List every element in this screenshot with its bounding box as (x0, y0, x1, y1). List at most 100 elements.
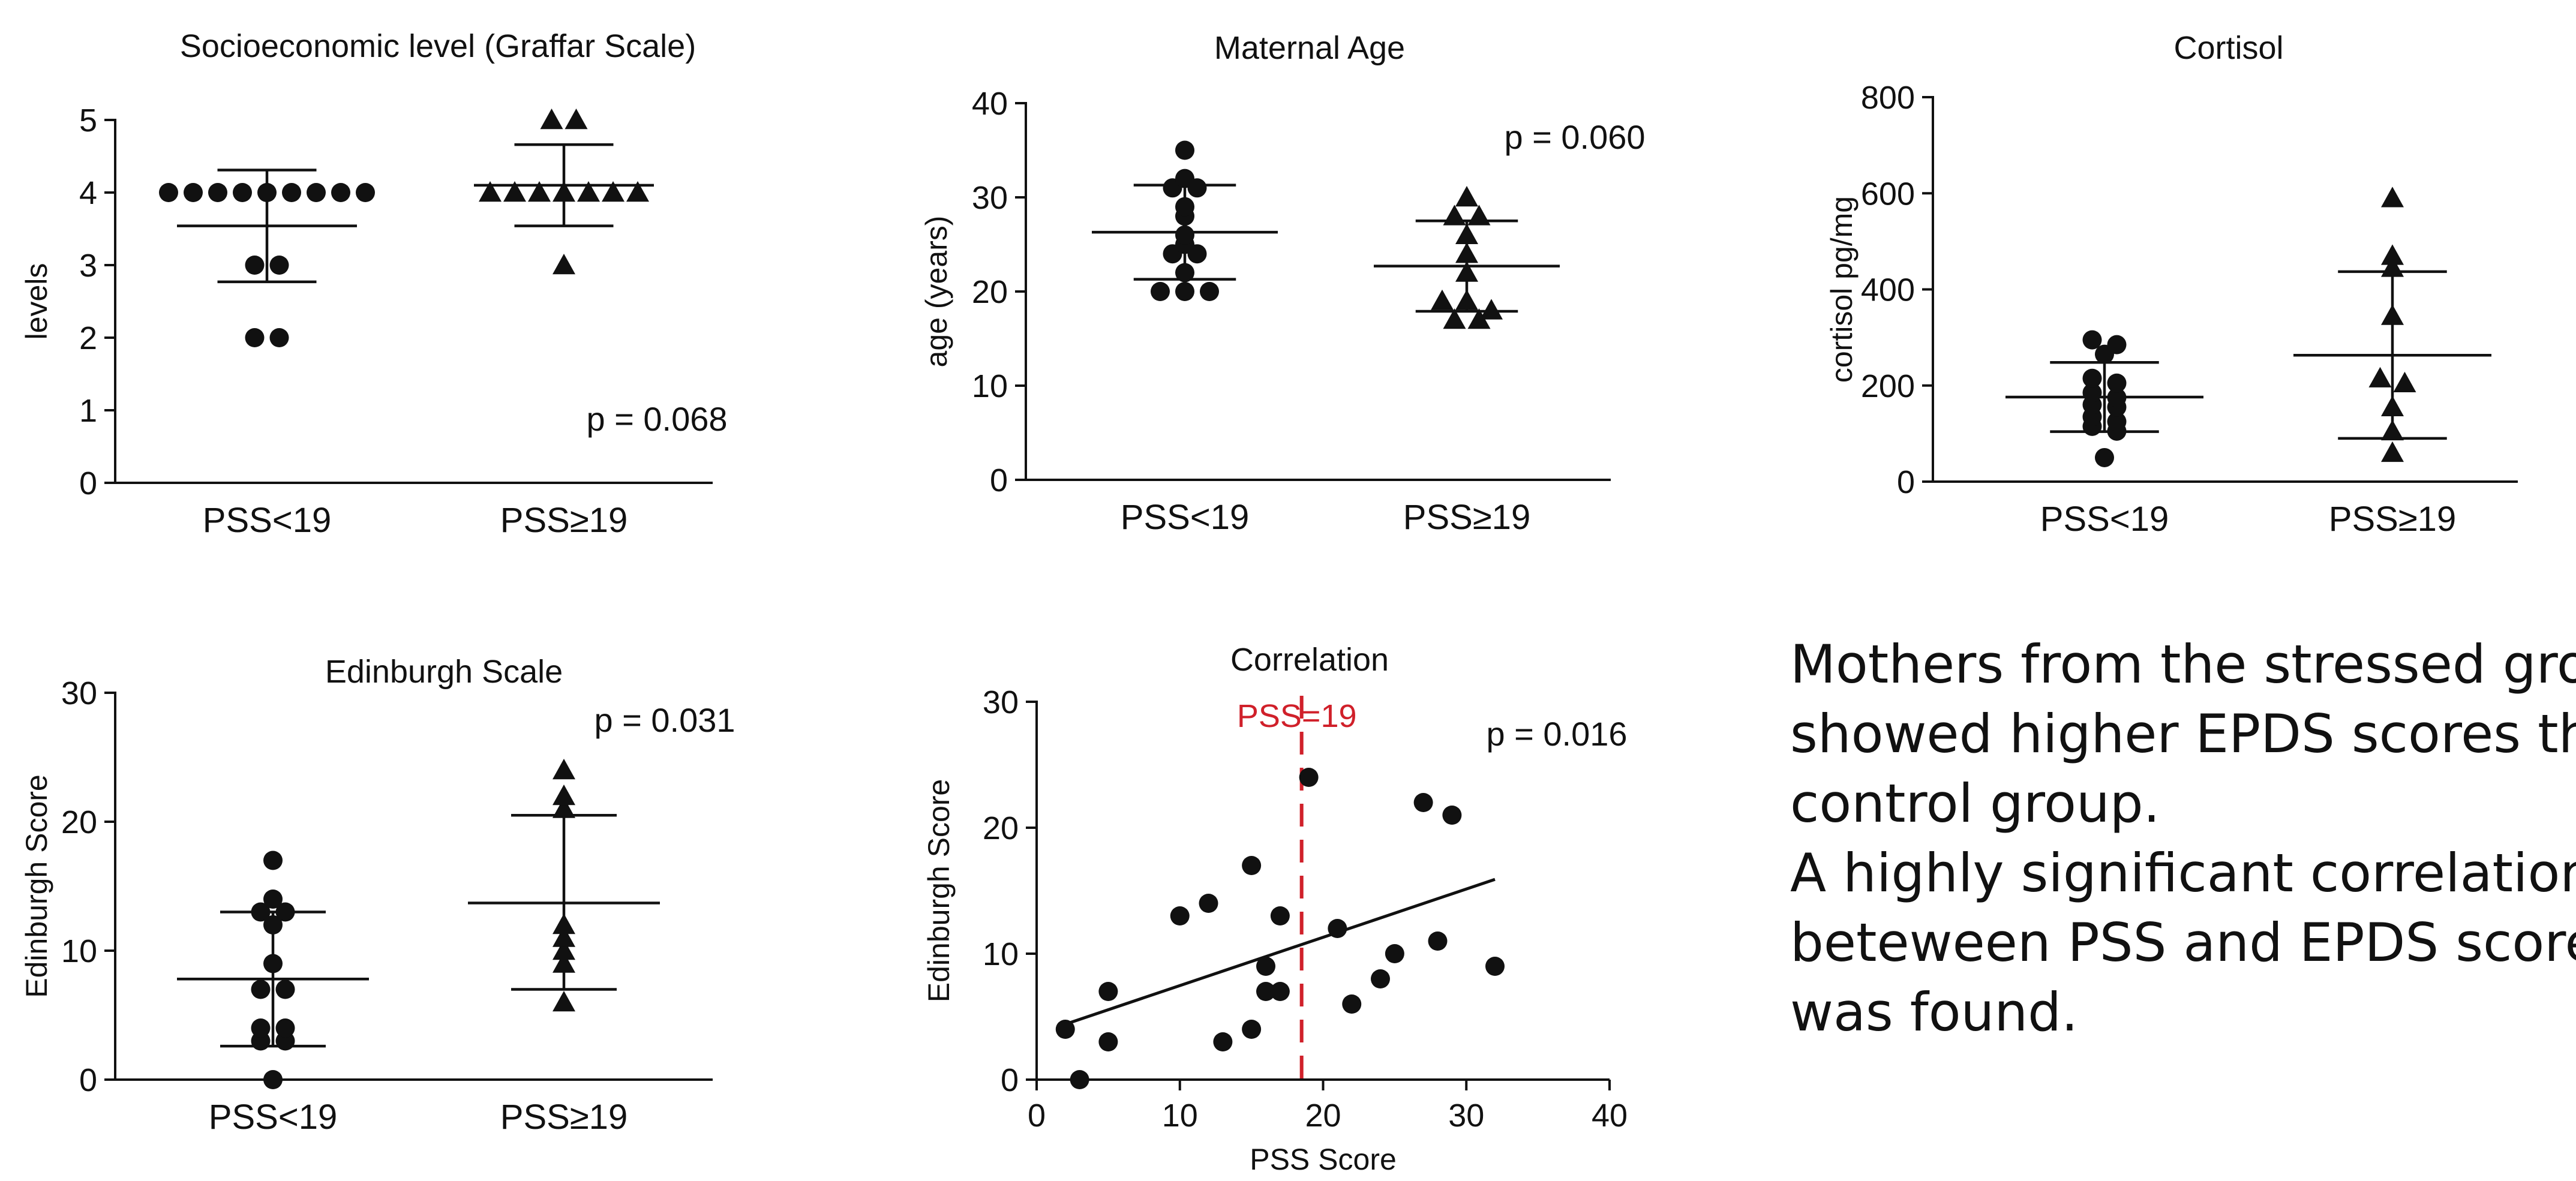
data-point (1328, 919, 1347, 938)
y-tick-label: 600 (1861, 176, 1915, 212)
y-tick-label: 5 (79, 103, 97, 139)
data-point (553, 926, 575, 947)
y-axis-label: levels (20, 263, 53, 340)
y-tick-label: 30 (972, 180, 1008, 216)
data-point (1242, 856, 1262, 875)
chart-title: Maternal Age (1214, 30, 1405, 66)
data-point (553, 913, 575, 934)
data-point (626, 181, 649, 202)
data-point (1175, 282, 1194, 301)
note-line-2: showed higher EPDS scores than (1790, 703, 2576, 765)
y-tick-label: 40 (972, 86, 1008, 122)
category-label: PSS≥19 (500, 501, 628, 540)
p-value: p = 0.068 (586, 400, 727, 438)
data-point (1199, 894, 1218, 913)
y-tick-label: 4 (79, 175, 97, 211)
category-label: PSS<19 (203, 501, 331, 540)
y-tick-label: 10 (972, 368, 1008, 404)
x-tick-label: 20 (1305, 1098, 1341, 1134)
data-point (184, 183, 203, 202)
y-axis-label: age (years) (920, 216, 953, 368)
y-tick-label: 400 (1861, 272, 1915, 308)
data-point (1455, 261, 1478, 282)
note-line-1: Mothers from the stressed group (1790, 633, 2576, 695)
data-point (1455, 242, 1478, 263)
data-point (1385, 944, 1404, 963)
category-label: PSS<19 (209, 1098, 337, 1137)
chart-socio: Socioeconomic level (Graffar Scale) level… (20, 28, 728, 540)
p-value: p = 0.016 (1486, 715, 1627, 753)
data-point (1270, 906, 1290, 925)
x-tick-label: 40 (1592, 1098, 1628, 1134)
data-point (275, 1018, 295, 1038)
data-point (245, 328, 265, 347)
note-line-4: A highly significant correlation (1790, 842, 2576, 904)
x-tick-label: 30 (1448, 1098, 1484, 1134)
data-point (1070, 1070, 1089, 1089)
note-line-6: was found. (1790, 981, 2078, 1043)
data-point (1455, 186, 1478, 207)
data-point (275, 902, 295, 922)
data-point (1175, 197, 1194, 217)
data-point (1055, 1020, 1075, 1039)
data-point (263, 954, 283, 973)
y-tick-label: 10 (61, 933, 97, 969)
data-point (2381, 441, 2404, 462)
data-point (577, 181, 600, 202)
chart-title: Edinburgh Scale (325, 654, 563, 690)
data-point (2082, 330, 2102, 350)
data-point (2381, 187, 2404, 208)
y-tick-label: 20 (61, 804, 97, 840)
data-point (307, 183, 326, 202)
data-point (1480, 299, 1503, 320)
y-tick-label: 20 (972, 274, 1008, 310)
chart-age: Maternal Age age (years) 0 10 20 30 40 PSS<19 PS… (920, 30, 1646, 537)
chart-title: Socioeconomic level (Graffar Scale) (180, 28, 696, 64)
data-point (1455, 223, 1478, 244)
category-label: PSS<19 (2040, 500, 2169, 539)
data-point (553, 939, 575, 960)
chart-title: Cortisol (2173, 30, 2283, 66)
data-point (553, 181, 575, 202)
data-point (602, 181, 625, 202)
data-point (1175, 140, 1194, 160)
data-point (282, 183, 301, 202)
data-point (245, 256, 265, 275)
data-point (1342, 994, 1362, 1014)
data-point (331, 183, 350, 202)
y-tick-label: 0 (1001, 1062, 1019, 1098)
data-point (528, 181, 551, 202)
data-point (553, 785, 575, 806)
data-point (269, 256, 289, 275)
data-point (1256, 982, 1275, 1001)
data-point (1442, 806, 1462, 825)
data-point (1371, 969, 1390, 988)
data-point (1256, 957, 1275, 976)
y-tick-label: 20 (983, 810, 1019, 846)
y-tick-label: 0 (1897, 464, 1915, 500)
data-point (565, 109, 588, 130)
data-point (2381, 256, 2404, 277)
data-point (233, 183, 252, 202)
data-point (269, 328, 289, 347)
p-value: p = 0.060 (1504, 118, 1645, 156)
y-tick-label: 1 (79, 393, 97, 429)
data-point (1485, 957, 1505, 976)
category-label: PSS<19 (1121, 498, 1249, 537)
y-tick-label: 2 (79, 320, 97, 356)
data-point (2381, 304, 2404, 325)
data-point (263, 889, 283, 909)
data-point (1170, 906, 1190, 925)
data-point (2368, 366, 2392, 387)
y-tick-label: 10 (983, 936, 1019, 972)
data-point (2082, 383, 2102, 402)
category-label: PSS≥19 (500, 1098, 628, 1137)
trend-line (1064, 878, 1496, 1026)
chart-title: Correlation (1230, 642, 1389, 678)
data-point (1467, 308, 1491, 329)
chart-correlation: Correlation Edinburgh Score 0 10 20 30 0 10 20 30… (922, 642, 1628, 1176)
data-point (503, 181, 526, 202)
data-point (1151, 282, 1170, 301)
y-tick-label: 3 (79, 248, 97, 284)
data-point (1431, 289, 1454, 310)
